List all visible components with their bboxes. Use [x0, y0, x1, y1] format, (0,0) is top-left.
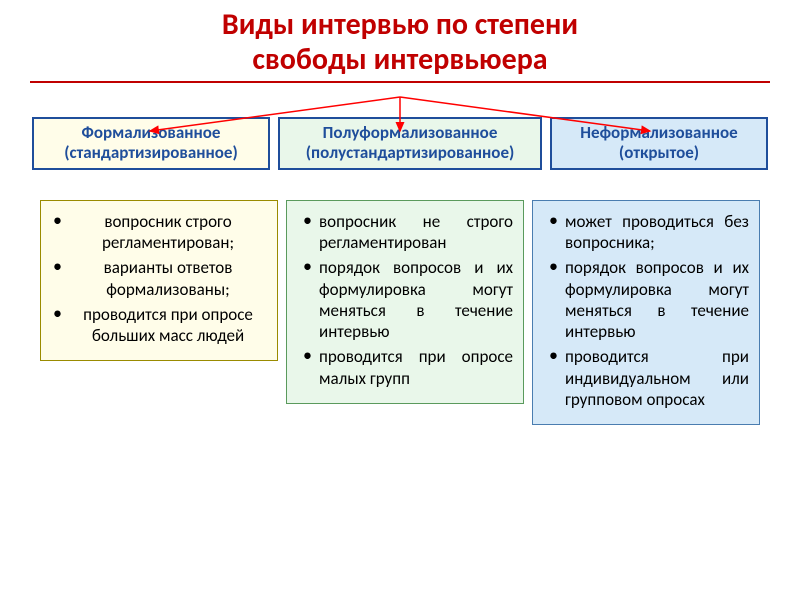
detail-semiformalized: вопросник не строго регламентированпоряд…	[286, 200, 524, 404]
header-semiformalized: Полуформализованное (полустандартизирова…	[278, 117, 542, 170]
header-semiformalized-l1: Полуформализованное	[286, 123, 534, 143]
header-row: Формализованное (стандартизированное) По…	[0, 117, 800, 170]
header-formalized: Формализованное (стандартизированное)	[32, 117, 270, 170]
detail-formalized-list: вопросник строго регламентирован;вариант…	[47, 211, 267, 347]
col-semiformalized: вопросник не строго регламентированпоряд…	[286, 200, 524, 404]
title-line-1: Виды интервью по степени	[0, 8, 800, 43]
col-informal: может проводиться без вопросника;порядок…	[532, 200, 760, 425]
list-item: порядок вопросов и их формулировка могут…	[293, 257, 513, 342]
list-item: вопросник не строго регламентирован	[293, 211, 513, 254]
detail-formalized: вопросник строго регламентирован;вариант…	[40, 200, 278, 362]
list-item: проводится при индивидуальном или группо…	[539, 346, 749, 410]
title-underline	[30, 81, 770, 83]
header-formalized-l2: (стандартизированное)	[40, 143, 262, 163]
slide-title: Виды интервью по степени свободы интервь…	[0, 0, 800, 77]
detail-informal: может проводиться без вопросника;порядок…	[532, 200, 760, 425]
header-semiformalized-l2: (полустандартизированное)	[286, 143, 534, 163]
list-item: порядок вопросов и их формулировка могут…	[539, 257, 749, 342]
list-item: проводится при опросе малых групп	[293, 346, 513, 389]
header-informal-l1: Неформализованное	[558, 123, 760, 143]
details-row: вопросник строго регламентирован;вариант…	[0, 200, 800, 425]
detail-informal-list: может проводиться без вопросника;порядок…	[539, 211, 749, 410]
list-item: вопросник строго регламентирован;	[47, 211, 267, 254]
col-formalized: вопросник строго регламентирован;вариант…	[40, 200, 278, 362]
list-item: варианты ответов формализованы;	[47, 257, 267, 300]
list-item: может проводиться без вопросника;	[539, 211, 749, 254]
header-informal: Неформализованное (открытое)	[550, 117, 768, 170]
header-informal-l2: (открытое)	[558, 143, 760, 163]
header-formalized-l1: Формализованное	[40, 123, 262, 143]
title-line-2: свободы интервьюера	[0, 43, 800, 78]
detail-semiformalized-list: вопросник не строго регламентированпоряд…	[293, 211, 513, 389]
list-item: проводится при опросе больших масс людей	[47, 304, 267, 347]
